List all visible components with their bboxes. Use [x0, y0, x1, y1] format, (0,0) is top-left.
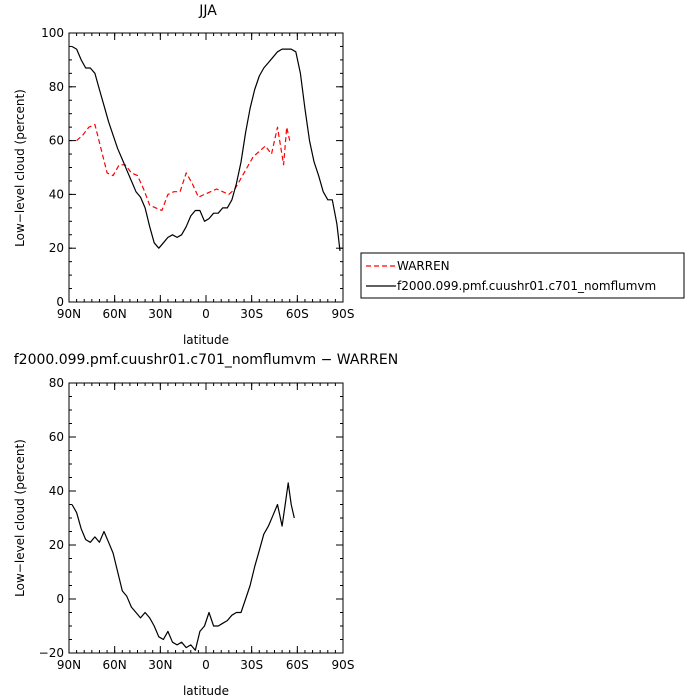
chart-bottom: f2000.099.pmf.cuushr01.c701_nomflumvm − …: [13, 352, 398, 698]
plot-frame: [68, 32, 344, 303]
series-line-model: [71, 45, 341, 251]
y-tick-label: 20: [49, 241, 64, 255]
x-tick-label: 90S: [332, 658, 355, 672]
legend: WARREN f2000.099.pmf.cuushr01.c701_nomfl…: [360, 252, 685, 299]
x-tick-label: 60N: [103, 307, 127, 321]
y-tick-label: 100: [41, 26, 64, 40]
series-line-model: [71, 482, 295, 651]
x-tick-label: 60N: [103, 658, 127, 672]
legend-entry-warren: WARREN: [397, 259, 450, 273]
x-tick-label: 30S: [240, 307, 263, 321]
x-tick-label: 60S: [286, 658, 309, 672]
y-tick-label: 80: [49, 376, 64, 390]
plot-frame: [68, 382, 344, 654]
x-tick-label: 0: [202, 658, 210, 672]
chart-title: JJA: [198, 3, 217, 19]
x-tick-label: 90N: [57, 307, 81, 321]
y-tick-label: 40: [49, 484, 64, 498]
x-axis-label: latitude: [183, 684, 229, 698]
axis-ticks: 90N 60N 30N 0 30S 60S 90S −20 0 20 40 60 80: [39, 376, 355, 672]
x-tick-label: 0: [202, 307, 210, 321]
series-line-warren: [76, 123, 291, 212]
y-axis-label: Low−level cloud (percent): [13, 89, 27, 247]
x-tick-label: 30N: [148, 307, 172, 321]
axis-ticks: 90N 60N 30N 0 30S 60S 90S 0 20 40 60 80 100: [41, 26, 354, 321]
y-tick-label: 0: [56, 295, 64, 309]
y-tick-label: 20: [49, 538, 64, 552]
x-tick-label: 30N: [148, 658, 172, 672]
y-tick-label: 60: [49, 134, 64, 148]
x-tick-label: 90S: [332, 307, 355, 321]
x-tick-label: 60S: [286, 307, 309, 321]
y-tick-label: 40: [49, 187, 64, 201]
y-tick-label: 80: [49, 80, 64, 94]
y-axis-label: Low−level cloud (percent): [13, 439, 27, 597]
chart-top: JJA 90N 60N 30N 0 30S 60S 90S 0 20 40 60 80 100 lati…: [13, 3, 685, 347]
x-axis-label: latitude: [183, 333, 229, 347]
x-tick-label: 90N: [57, 658, 81, 672]
y-tick-label: 60: [49, 430, 64, 444]
legend-entry-model: f2000.099.pmf.cuushr01.c701_nomflumvm: [397, 279, 656, 293]
chart-title: f2000.099.pmf.cuushr01.c701_nomflumvm − …: [14, 352, 399, 368]
x-tick-label: 30S: [240, 658, 263, 672]
series-layer: [71, 482, 295, 651]
y-tick-label: 0: [56, 592, 64, 606]
series-layer: [71, 45, 341, 251]
y-tick-label: −20: [39, 646, 64, 660]
legend-box: [360, 252, 685, 299]
